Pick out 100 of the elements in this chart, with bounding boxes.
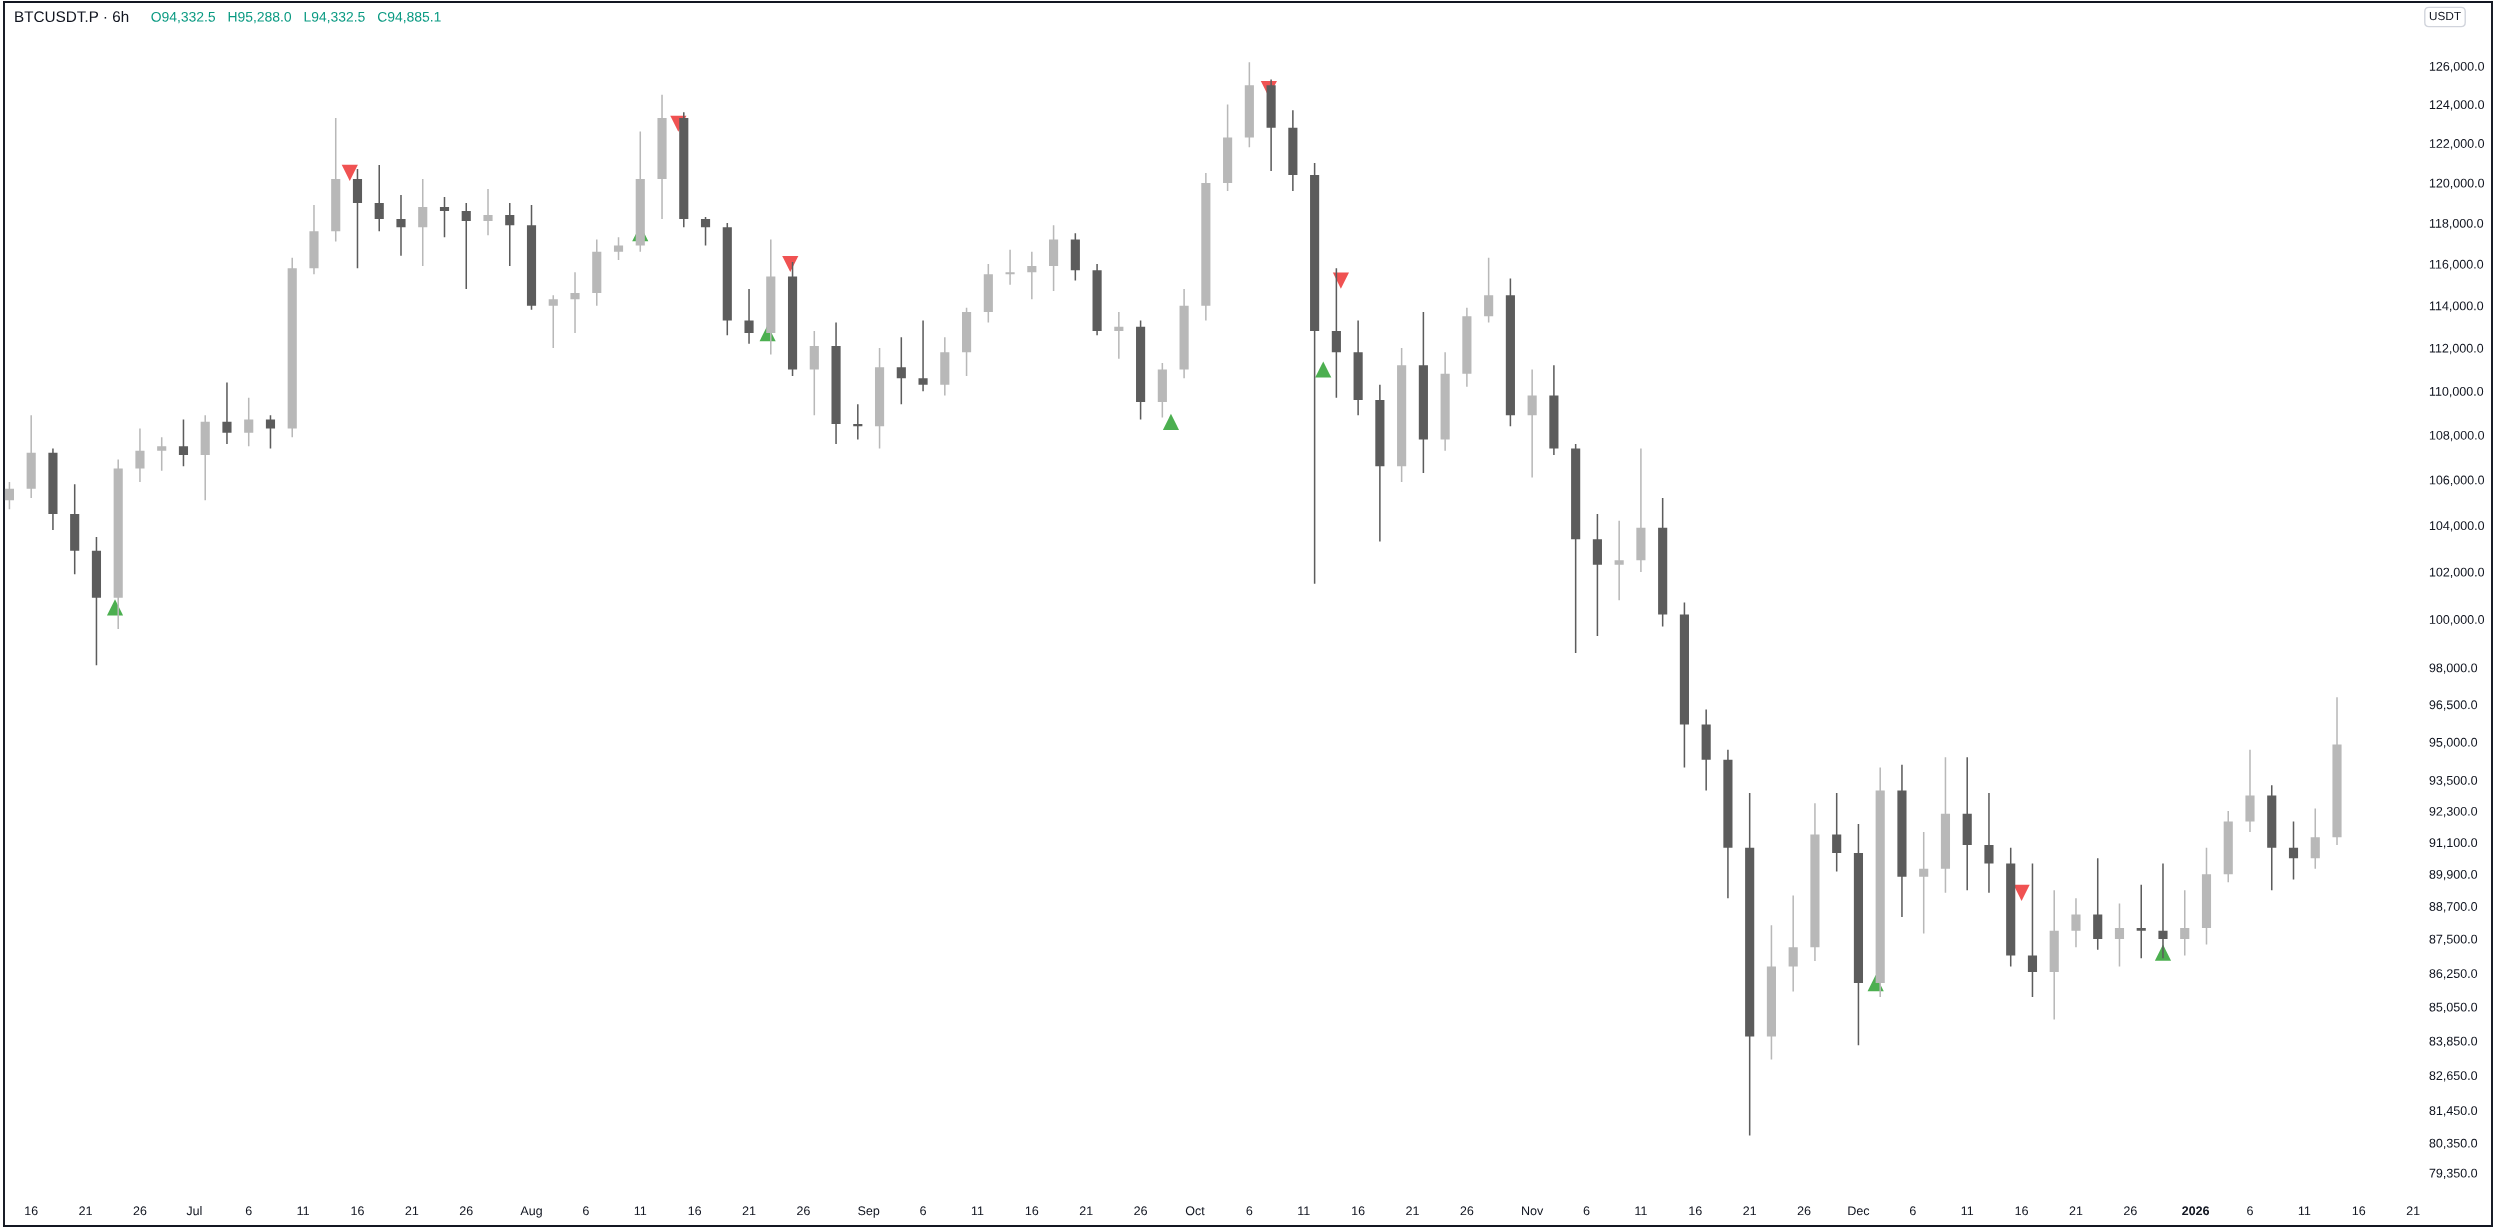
candlestick xyxy=(570,272,580,334)
candlestick xyxy=(1027,251,1037,300)
x-tick-label: 16 xyxy=(688,1206,702,1216)
candlestick xyxy=(2201,847,2212,945)
candlestick xyxy=(2071,898,2081,948)
x-tick-label: 26 xyxy=(1134,1206,1147,1216)
candlestick xyxy=(1484,257,1494,323)
candlestick xyxy=(1614,520,1624,601)
y-tick-label: 96,500.0 xyxy=(2429,700,2478,711)
candlestick xyxy=(1810,803,1820,961)
y-tick-label: 124,000.0 xyxy=(2429,100,2485,111)
y-tick-label: 88,700.0 xyxy=(2429,902,2478,913)
candlestick xyxy=(1418,311,1428,474)
y-tick-label: 120,000.0 xyxy=(2429,178,2485,190)
candlestick xyxy=(505,202,515,267)
point xyxy=(1315,361,1332,378)
candlestick xyxy=(483,188,493,236)
y-tick-label: 98,000.0 xyxy=(2429,663,2478,674)
candlestick xyxy=(1136,320,1146,420)
candlestick xyxy=(2245,749,2255,832)
candlestick xyxy=(744,288,754,344)
candlestick xyxy=(722,223,732,336)
candlestick xyxy=(2006,847,2016,967)
candlestick xyxy=(91,536,102,666)
point xyxy=(2013,884,2030,901)
x-tick-label: Aug xyxy=(520,1206,542,1218)
y-tick-label: 106,000.0 xyxy=(2429,475,2485,486)
candlestick xyxy=(1766,925,1776,1060)
candlestick xyxy=(1679,602,1689,768)
y-tick-label: 81,450.0 xyxy=(2429,1106,2478,1117)
candlestick xyxy=(983,264,993,323)
candlestick xyxy=(70,484,80,575)
candlestick xyxy=(396,194,406,256)
candlestick xyxy=(222,382,232,444)
candlestick xyxy=(657,94,667,220)
candlestick xyxy=(1636,448,1646,572)
x-tick-label: 21 xyxy=(1079,1206,1093,1216)
y-tick-label: 86,250.0 xyxy=(2429,969,2478,980)
x-tick-label: 6 xyxy=(2247,1206,2253,1216)
candlestick xyxy=(1897,764,1907,918)
candlestick xyxy=(1244,62,1254,148)
y-tick-label: 126,000.0 xyxy=(2429,61,2485,73)
x-tick-label: Dec xyxy=(1848,1206,1870,1216)
candlestick xyxy=(287,257,297,438)
candlestick xyxy=(1462,307,1472,387)
y-tick-label: 114,000.0 xyxy=(2429,301,2484,312)
candlestick xyxy=(1157,363,1167,418)
y-tick-label: 102,000.0 xyxy=(2429,567,2485,579)
x-tick-label: 16 xyxy=(351,1206,364,1216)
candlestick xyxy=(1745,792,1755,1136)
x-tick-label: Oct xyxy=(1185,1206,1205,1216)
candlestick xyxy=(1940,757,1951,893)
x-tick-label: 2026 xyxy=(2182,1206,2210,1216)
x-tick-label: 26 xyxy=(797,1206,810,1216)
candlestick xyxy=(2049,890,2059,1020)
x-tick-label: Sep xyxy=(858,1206,880,1218)
candlestick xyxy=(113,459,123,629)
x-tick-label: 21 xyxy=(79,1206,92,1216)
candlestick xyxy=(135,428,145,483)
x-tick-label: 11 xyxy=(971,1206,984,1216)
candlestick xyxy=(1201,172,1211,321)
annotation: H95,288.0 xyxy=(228,11,292,24)
x-tick-label: 21 xyxy=(2069,1206,2083,1216)
candlestick xyxy=(1092,264,1102,336)
point xyxy=(341,164,358,181)
x-tick-label: 16 xyxy=(1352,1206,1365,1216)
x-tick-label: 16 xyxy=(2352,1206,2366,1216)
x-tick-label: 21 xyxy=(2406,1206,2420,1216)
point xyxy=(1162,413,1180,430)
y-tick-label: 87,500.0 xyxy=(2429,934,2478,946)
candlestick xyxy=(1223,104,1233,191)
candlestick xyxy=(1114,311,1124,359)
x-tick-label: 16 xyxy=(1025,1206,1039,1216)
y-tick-label: 122,000.0 xyxy=(2429,139,2485,150)
candlestick xyxy=(461,202,471,289)
candlestick xyxy=(1288,110,1298,191)
x-tick-label: 26 xyxy=(1797,1206,1811,1216)
x-tick-label: 21 xyxy=(405,1206,419,1216)
x-tick-label: 26 xyxy=(459,1206,473,1216)
candlestick xyxy=(940,337,950,396)
candlestick xyxy=(1310,163,1320,584)
y-tick-label: 112,000.0 xyxy=(2429,343,2484,355)
candlestick xyxy=(962,307,972,376)
x-tick-label: 11 xyxy=(2298,1206,2311,1216)
candlestick xyxy=(874,348,885,449)
y-tick-label: 93,500.0 xyxy=(2429,775,2478,787)
x-tick-label: 6 xyxy=(920,1206,926,1216)
x-tick-label: 21 xyxy=(742,1206,756,1216)
candlestick xyxy=(918,320,928,392)
annotation: O94,332.5 xyxy=(151,11,216,24)
candlestick xyxy=(1571,443,1581,654)
y-tick-label: 95,000.0 xyxy=(2429,737,2478,749)
candlestick xyxy=(1375,384,1385,542)
candlestick xyxy=(200,415,210,501)
x-tick-label: 6 xyxy=(1583,1206,1590,1216)
y-tick-label: 110,000.0 xyxy=(2429,386,2484,398)
candlestick xyxy=(1853,824,1864,1046)
candlestick xyxy=(1984,792,1994,893)
candlestick xyxy=(679,112,689,228)
candlestick xyxy=(2223,811,2233,883)
